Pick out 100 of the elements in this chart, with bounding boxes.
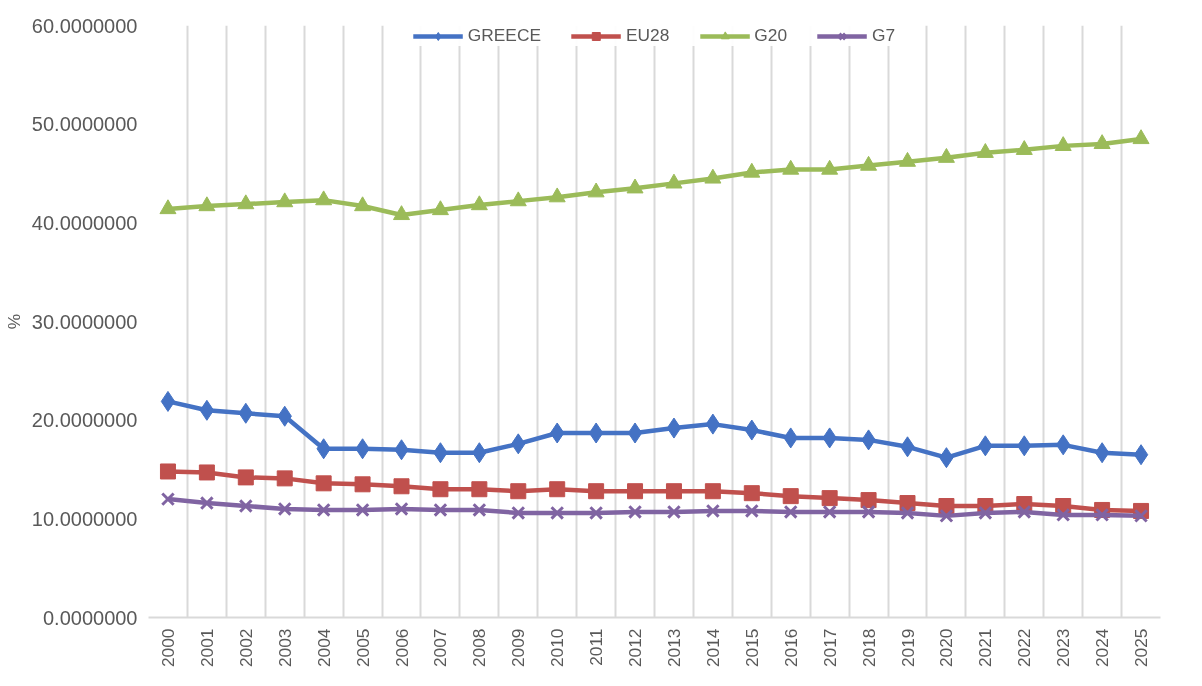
x-tick-label: 2022 [1014,628,1035,668]
x-tick-label: 2017 [819,628,840,668]
point [627,483,644,500]
point [1094,507,1110,523]
y-tick-label: 60.0000000 [31,14,138,37]
point [238,498,253,514]
y-tick-label: 10.0000000 [31,507,138,530]
legend-label: GREECE [467,25,541,46]
point [431,200,449,216]
point [627,422,643,444]
point [744,503,759,519]
x-tick-label: 2000 [157,628,178,668]
point [705,413,721,435]
x-tick-label: 2020 [936,628,957,668]
x-tick-label: 2006 [391,628,412,668]
point [549,481,566,498]
point [394,501,409,517]
x-tick-label: 2011 [586,628,607,666]
point [159,199,177,215]
point [666,504,682,520]
point [976,143,994,158]
point [821,490,838,507]
point [354,476,371,493]
point [743,485,760,502]
point [822,504,837,520]
point [1094,442,1110,464]
point [432,481,449,498]
point [160,491,176,507]
y-tick-label: 30.0000000 [31,310,138,333]
x-tick-label: 2004 [313,628,334,668]
point [626,178,644,194]
point [1132,129,1150,145]
point [509,191,527,207]
point [1133,444,1149,466]
point [588,422,604,444]
point [510,483,527,500]
point [665,173,683,189]
point [277,501,292,517]
point [548,187,566,203]
point [939,508,954,524]
y-tick-label: 40.0000000 [31,211,138,234]
x-tick-label: 2010 [547,628,568,668]
point [316,502,331,518]
point [354,196,372,212]
x-tick-label: 2008 [469,628,490,668]
point [978,505,993,521]
point [472,502,487,518]
x-tick-label: 2018 [858,628,879,668]
point [237,194,255,210]
x-tick-label: 2024 [1092,628,1113,668]
x-tick-label: 2012 [625,628,646,668]
x-tick-label: 2005 [352,628,373,668]
point [783,504,798,520]
point [900,505,915,521]
point [1093,134,1111,150]
point [743,162,761,178]
point [666,417,682,439]
point [1017,504,1032,520]
point [665,483,682,500]
x-tick-label: 2002 [235,628,256,668]
point [860,492,877,509]
point [705,503,721,519]
point [821,159,839,175]
point [899,151,916,167]
point [199,495,215,511]
point [704,168,722,184]
x-tick-label: 2021 [975,628,996,668]
y-tick-label: 0.0000000 [42,606,138,629]
point [159,463,176,480]
x-tick-label: 2014 [702,628,723,668]
legend-label: EU28 [625,25,670,46]
point [1133,508,1149,524]
point [315,475,332,492]
y-tick-label: 50.0000000 [31,113,138,136]
point [937,147,955,163]
x-tick-label: 2019 [897,628,918,668]
point [393,478,410,495]
legend-label: G7 [872,25,896,46]
point [1015,140,1033,155]
y-axis-title: % [3,313,24,330]
point [315,190,333,206]
x-tick-label: 2015 [741,628,762,668]
point [276,192,294,208]
legend-label: G20 [754,25,788,46]
point [627,504,643,520]
point [782,488,799,505]
point [511,505,526,521]
point [198,464,215,481]
x-tick-label: 2009 [508,628,529,668]
point [587,182,605,198]
point [588,483,605,500]
point [355,502,370,518]
point [860,155,878,171]
x-tick-label: 2003 [274,628,295,668]
point [199,399,215,421]
x-tick-label: 2001 [196,628,217,668]
x-tick-label: 2023 [1053,628,1074,668]
point [470,195,488,211]
point [471,481,488,498]
point [861,504,876,520]
